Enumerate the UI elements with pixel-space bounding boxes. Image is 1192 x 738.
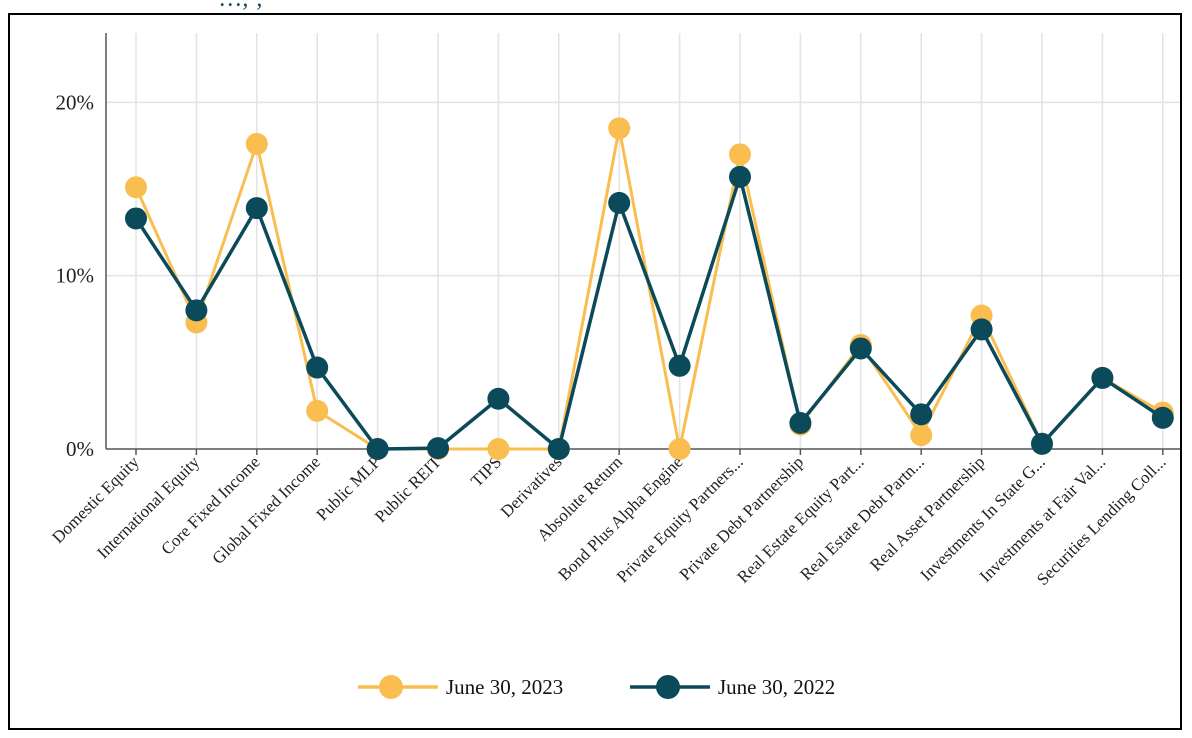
data-point-2022[interactable] (910, 403, 933, 426)
legend-label: June 30, 2022 (718, 675, 835, 699)
data-point-2022[interactable] (487, 387, 510, 410)
data-point-2023[interactable] (245, 132, 268, 155)
x-tick-label: Public REIT (371, 452, 445, 526)
y-tick-label: 20% (56, 90, 95, 114)
legend-label: June 30, 2023 (446, 675, 563, 699)
data-point-2022[interactable] (789, 412, 812, 434)
legend-item-2023[interactable]: June 30, 2023 (358, 675, 563, 699)
data-point-2022[interactable] (1151, 406, 1174, 429)
x-tick-label: Real Asset Partnership (866, 452, 988, 574)
data-point-2023[interactable] (487, 438, 510, 460)
data-point-2022[interactable] (185, 299, 208, 322)
data-point-2022[interactable] (668, 354, 691, 377)
data-point-2022[interactable] (608, 191, 631, 214)
chart-frame: 0% 10% 20% Domestic Equity International Equ… (8, 13, 1182, 730)
data-point-2022[interactable] (970, 318, 993, 341)
data-point-2023[interactable] (306, 399, 329, 422)
legend-marker (379, 675, 403, 699)
data-point-2022[interactable] (245, 197, 268, 220)
data-point-2023[interactable] (125, 176, 147, 199)
series-line-2022 (134, 175, 1164, 451)
grid-layer (106, 33, 1180, 449)
data-point-2022[interactable] (849, 337, 872, 360)
y-tick-label: 0% (66, 437, 94, 461)
data-point-2022[interactable] (1091, 366, 1114, 389)
legend-marker (656, 675, 680, 699)
data-point-2022[interactable] (729, 165, 751, 188)
chart-title-fragment: …, , (0, 0, 1192, 14)
data-point-2022[interactable] (306, 356, 329, 379)
data-point-2022[interactable] (547, 438, 570, 460)
legend: June 30, 2023 June 30, 2022 (358, 675, 835, 699)
y-tick-label: 10% (56, 264, 95, 288)
data-point-2022[interactable] (125, 207, 147, 230)
legend-item-2022[interactable]: June 30, 2022 (630, 675, 835, 699)
x-tick-label: Global Fixed Income (208, 452, 324, 568)
data-point-2023[interactable] (668, 438, 691, 460)
data-point-2023[interactable] (729, 143, 751, 166)
data-point-2022[interactable] (1031, 432, 1053, 455)
data-point-2023[interactable] (910, 424, 933, 447)
data-point-2023[interactable] (608, 117, 631, 140)
data-point-2022[interactable] (366, 438, 389, 460)
title-fragment-text: …, , (220, 0, 263, 13)
data-point-2022[interactable] (427, 437, 449, 460)
series-layer (125, 117, 1174, 460)
x-tick-label: International Equity (93, 452, 203, 562)
